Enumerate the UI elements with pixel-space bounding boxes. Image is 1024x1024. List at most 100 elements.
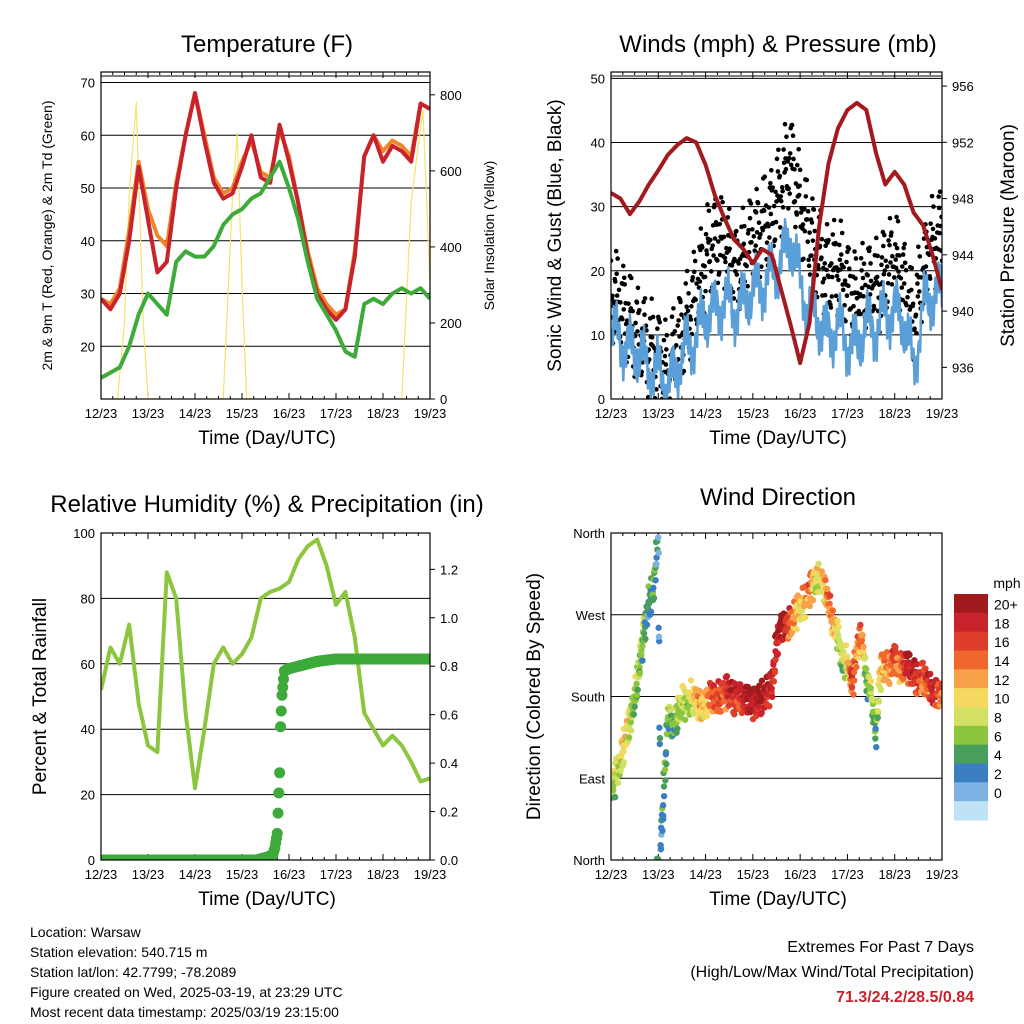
gust-point bbox=[723, 259, 728, 265]
gust-point bbox=[795, 162, 800, 168]
gust-point bbox=[868, 278, 874, 284]
direction-point bbox=[657, 841, 664, 849]
y2-tick-label: 948 bbox=[952, 192, 974, 207]
gust-point bbox=[896, 269, 901, 274]
gust-point bbox=[838, 252, 844, 257]
gust-point bbox=[671, 306, 676, 311]
gust-point bbox=[792, 199, 798, 204]
gust-point bbox=[752, 248, 758, 253]
gust-point bbox=[675, 323, 680, 328]
x-tick-label: 18/23 bbox=[878, 867, 911, 882]
gust-point bbox=[618, 300, 623, 305]
gust-point bbox=[662, 353, 668, 359]
y2-tick-label: 0.6 bbox=[440, 708, 458, 723]
gust-point bbox=[801, 256, 806, 262]
extremes-subtitle: (High/Low/Max Wind/Total Precipitation) bbox=[690, 964, 974, 981]
x-tick-label: 17/23 bbox=[320, 867, 353, 882]
gust-point bbox=[901, 245, 906, 251]
colorbar-label: 18 bbox=[994, 615, 1010, 631]
gust-point bbox=[715, 280, 721, 286]
direction-point bbox=[874, 708, 882, 715]
x-tick-label: 12/23 bbox=[85, 406, 118, 421]
colorbar-swatch bbox=[954, 688, 988, 708]
gust-point bbox=[642, 296, 648, 301]
colorbar-swatch bbox=[954, 594, 988, 614]
gust-point bbox=[834, 273, 840, 279]
gust-point bbox=[729, 263, 735, 268]
x-tick-label: 15/23 bbox=[737, 406, 770, 421]
gust-point bbox=[773, 189, 778, 195]
gust-point bbox=[860, 275, 866, 281]
gust-point bbox=[904, 302, 909, 308]
series-line bbox=[611, 100, 942, 366]
gust-point bbox=[909, 265, 915, 271]
gust-point bbox=[749, 239, 754, 245]
direction-point bbox=[834, 617, 841, 625]
direction-point bbox=[887, 662, 895, 669]
colorbar-swatch bbox=[954, 801, 988, 821]
gust-point bbox=[867, 292, 873, 297]
colorbar-swatch bbox=[954, 612, 988, 633]
gust-point bbox=[936, 194, 941, 199]
gust-point bbox=[885, 280, 891, 286]
gust-point bbox=[684, 268, 690, 274]
gust-point bbox=[809, 220, 815, 225]
colorbar-swatch bbox=[954, 650, 988, 670]
gust-point bbox=[937, 189, 942, 194]
gust-point bbox=[853, 256, 859, 261]
precip-marker bbox=[273, 787, 285, 799]
x-tick-label: 18/23 bbox=[878, 406, 911, 421]
colorbar-label: 20+ bbox=[994, 596, 1018, 612]
direction-point bbox=[769, 693, 776, 701]
gust-point bbox=[938, 248, 942, 253]
gust-point bbox=[826, 274, 832, 280]
direction-point bbox=[639, 657, 646, 664]
x-tick-label: 18/23 bbox=[367, 406, 400, 421]
gust-point bbox=[715, 258, 720, 263]
chart-title: Winds (mph) & Pressure (mb) bbox=[619, 31, 936, 58]
gust-point bbox=[829, 294, 835, 299]
y-tick-label: 60 bbox=[81, 657, 95, 672]
y2-tick-label: 600 bbox=[440, 164, 462, 179]
gust-point bbox=[768, 211, 774, 217]
y-axis-label: Direction (Colored By Speed) bbox=[524, 573, 545, 820]
gust-point bbox=[685, 308, 691, 314]
gust-point bbox=[614, 293, 620, 298]
gust-point bbox=[939, 214, 942, 220]
precip-marker bbox=[424, 653, 430, 665]
gust-point bbox=[804, 177, 810, 183]
direction-point bbox=[872, 725, 879, 732]
y-tick-label: 40 bbox=[81, 722, 95, 737]
gust-point bbox=[776, 147, 781, 153]
gust-point bbox=[736, 261, 741, 266]
x-tick-label: 13/23 bbox=[132, 867, 165, 882]
gust-point bbox=[681, 368, 687, 374]
y2-axis-label: Station Pressure (Maroon) bbox=[998, 124, 1019, 347]
direction-point bbox=[844, 653, 851, 661]
direction-point bbox=[655, 633, 663, 640]
gust-point bbox=[887, 215, 893, 221]
gust-point bbox=[691, 249, 697, 255]
gust-point bbox=[930, 226, 936, 232]
gust-point bbox=[811, 207, 817, 212]
gust-point bbox=[652, 395, 658, 399]
direction-point bbox=[938, 689, 942, 697]
direction-point bbox=[770, 678, 778, 685]
direction-point bbox=[663, 760, 670, 768]
gust-point bbox=[902, 260, 908, 266]
direction-point bbox=[774, 650, 782, 658]
figure-created: Figure created on Wed, 2025-03-19, at 23… bbox=[30, 984, 343, 1000]
direction-point bbox=[938, 680, 942, 687]
gust-point bbox=[740, 205, 746, 211]
gust-point bbox=[794, 212, 800, 217]
gust-point bbox=[637, 307, 642, 313]
gust-point bbox=[649, 296, 654, 302]
direction-point bbox=[809, 596, 817, 604]
direction-point bbox=[650, 594, 658, 602]
gust-point bbox=[858, 311, 863, 317]
plot-frame bbox=[610, 532, 943, 861]
gust-point bbox=[796, 192, 802, 198]
gust-point bbox=[836, 277, 841, 283]
gust-point bbox=[787, 191, 793, 196]
gust-point bbox=[759, 264, 764, 269]
